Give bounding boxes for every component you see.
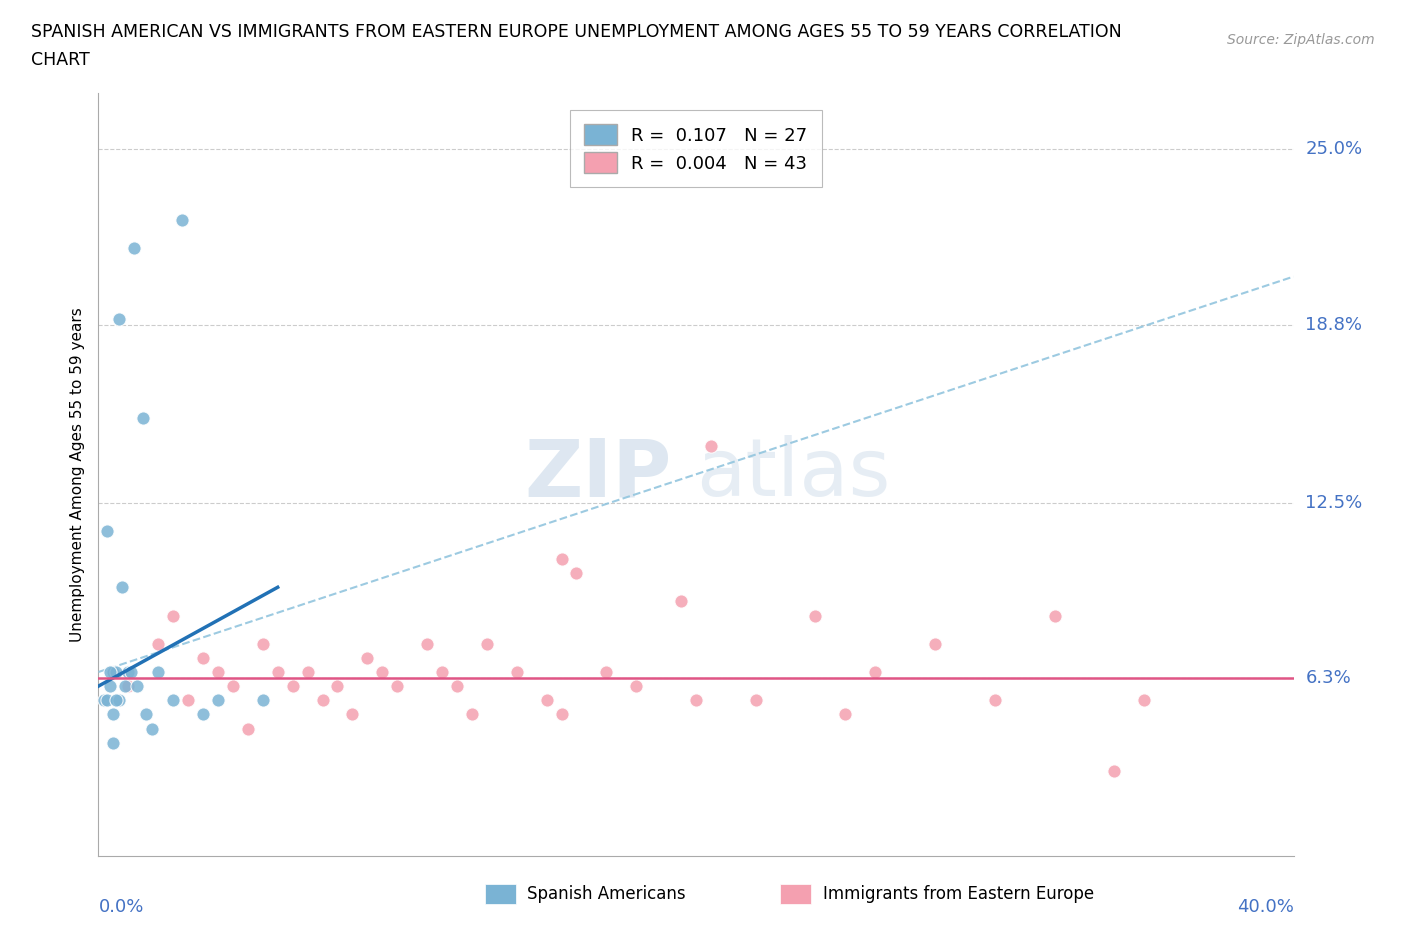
Point [326, 679, 349, 694]
Text: CHART: CHART [31, 51, 90, 69]
Point [98, 665, 122, 680]
Point [1043, 608, 1066, 623]
Point [93, 693, 115, 708]
Point [281, 679, 304, 694]
Text: SPANISH AMERICAN VS IMMIGRANTS FROM EASTERN EUROPE UNEMPLOYMENT AMONG AGES 55 TO: SPANISH AMERICAN VS IMMIGRANTS FROM EAST… [31, 23, 1122, 41]
Point [117, 679, 139, 694]
Point [105, 693, 128, 708]
Point [834, 707, 856, 722]
Y-axis label: Unemployment Among Ages 55 to 59 years: Unemployment Among Ages 55 to 59 years [69, 307, 84, 642]
Point [475, 636, 498, 651]
Point [148, 636, 170, 651]
Point [506, 665, 529, 680]
Point [135, 707, 157, 722]
Point [700, 439, 723, 454]
Point [371, 665, 394, 680]
Text: 12.5%: 12.5% [1306, 494, 1362, 512]
Point [108, 693, 131, 708]
Point [103, 707, 125, 722]
Point [172, 213, 194, 228]
Point [267, 665, 290, 680]
Point [114, 679, 136, 694]
Point [565, 565, 588, 580]
Text: Immigrants from Eastern Europe: Immigrants from Eastern Europe [823, 884, 1094, 903]
Legend: R =  0.107   N = 27, R =  0.004   N = 43: R = 0.107 N = 27, R = 0.004 N = 43 [569, 110, 823, 188]
Text: 0.0%: 0.0% [98, 898, 143, 916]
Text: 40.0%: 40.0% [1237, 898, 1294, 916]
Point [984, 693, 1007, 708]
Point [311, 693, 333, 708]
Text: atlas: atlas [696, 435, 890, 513]
Point [162, 693, 184, 708]
Point [108, 312, 131, 326]
Point [669, 594, 692, 609]
Point [177, 693, 200, 708]
Point [103, 665, 125, 680]
Point [550, 707, 572, 722]
Point [356, 650, 378, 665]
Point [626, 679, 648, 694]
Point [127, 679, 149, 694]
Point [96, 524, 118, 538]
Point [236, 721, 259, 736]
Point [1133, 693, 1156, 708]
Point [416, 636, 439, 651]
Point [191, 650, 214, 665]
Point [222, 679, 245, 694]
Point [111, 579, 134, 594]
Point [446, 679, 468, 694]
Point [430, 665, 453, 680]
Point [207, 693, 229, 708]
Text: 25.0%: 25.0% [1306, 140, 1362, 158]
Point [685, 693, 707, 708]
Point [117, 665, 139, 680]
Point [148, 665, 170, 680]
Point [98, 679, 122, 694]
Text: ZIP: ZIP [524, 435, 672, 513]
Point [132, 410, 155, 425]
Text: Spanish Americans: Spanish Americans [527, 884, 686, 903]
Text: Source: ZipAtlas.com: Source: ZipAtlas.com [1227, 33, 1375, 46]
Point [461, 707, 484, 722]
Point [96, 693, 118, 708]
Point [297, 665, 319, 680]
Text: 18.8%: 18.8% [1306, 315, 1362, 334]
Point [120, 665, 142, 680]
Point [124, 241, 146, 256]
Point [745, 693, 768, 708]
Point [191, 707, 214, 722]
Point [924, 636, 946, 651]
Point [550, 551, 572, 566]
Point [1104, 764, 1126, 778]
Point [252, 636, 274, 651]
Point [385, 679, 409, 694]
Point [342, 707, 364, 722]
Point [595, 665, 617, 680]
Point [865, 665, 887, 680]
Point [103, 736, 125, 751]
Point [162, 608, 184, 623]
Point [207, 665, 229, 680]
Point [141, 721, 163, 736]
Point [105, 665, 128, 680]
Text: 6.3%: 6.3% [1306, 669, 1351, 686]
Point [252, 693, 274, 708]
Point [536, 693, 558, 708]
Point [804, 608, 827, 623]
Point [103, 665, 125, 680]
